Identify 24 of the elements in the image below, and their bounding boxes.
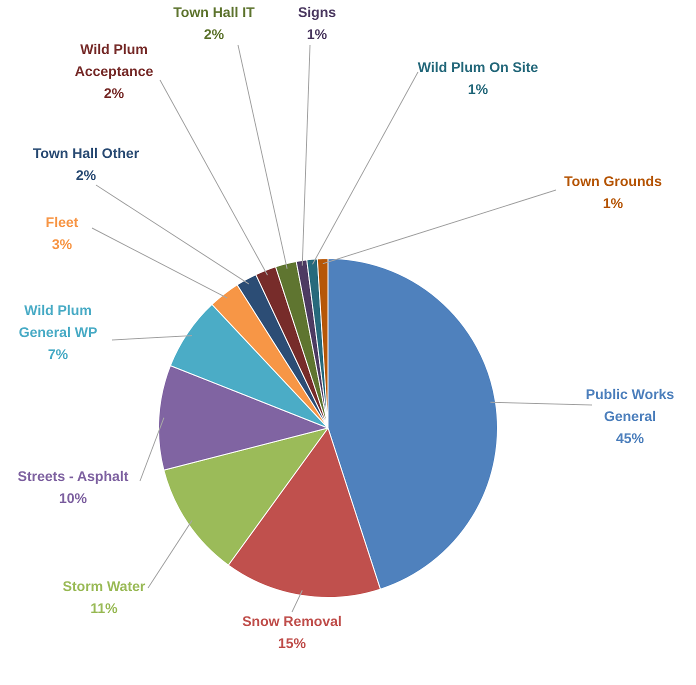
slice-label: Public Works General	[586, 386, 674, 424]
slice-label: Snow Removal	[242, 612, 342, 629]
slice-label: Town Hall Other	[32, 144, 140, 161]
data-label: 15%	[278, 634, 307, 651]
data-label: 45%	[616, 430, 645, 446]
data-label: 10%	[58, 490, 88, 506]
data-label: 2%	[76, 166, 97, 183]
data-label: 2%	[204, 26, 225, 42]
slice-label: Streets - Asphalt	[18, 468, 129, 484]
data-label: 7%	[48, 346, 69, 362]
slice-label: Signs	[298, 4, 336, 20]
data-label: 1%	[602, 194, 624, 211]
slice-label: Wild Plum Acceptance	[74, 40, 154, 79]
slice-label: Fleet	[46, 214, 79, 230]
data-label: 2%	[104, 84, 125, 101]
slice-label: Town Grounds	[564, 172, 662, 189]
data-label: 1%	[468, 80, 489, 97]
data-label: 11%	[90, 600, 118, 616]
data-label: 1%	[306, 26, 328, 42]
data-label: 3%	[52, 236, 73, 252]
slice-label: Wild Plum On Site	[418, 58, 538, 75]
slice-label: Storm Water	[62, 578, 146, 594]
slice-label: Wild Plum General WP	[18, 302, 98, 340]
slice-label: Town Hall IT	[173, 4, 256, 20]
